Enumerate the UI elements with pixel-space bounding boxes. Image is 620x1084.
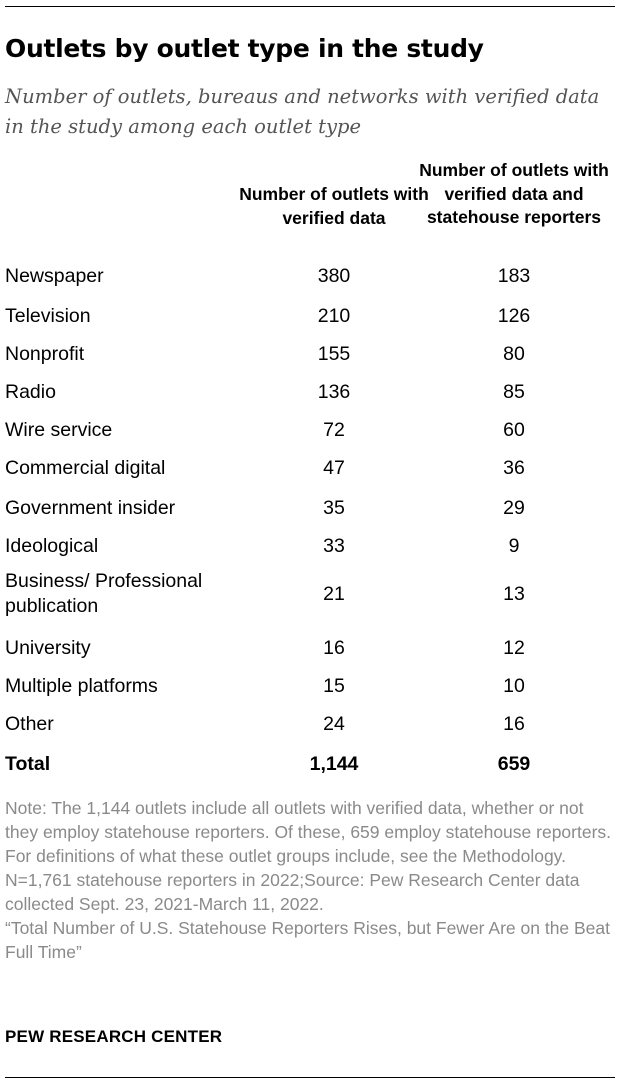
row-label: University (5, 636, 91, 659)
value-verified: 136 (317, 380, 351, 403)
row-label: Commercial digital (5, 456, 166, 479)
bottom-rule (5, 1077, 615, 1078)
total-verified-statehouse: 659 (497, 752, 531, 775)
row-label: Radio (5, 380, 56, 403)
table-row: Government insider 35 29 (0, 489, 620, 527)
value-verified: 380 (317, 264, 351, 287)
row-label: Government insider (5, 496, 176, 519)
table-row: Business/ Professional publication 21 13 (0, 566, 620, 622)
value-verified-statehouse: 80 (503, 342, 525, 365)
row-label: Business/ Professional publication (5, 570, 203, 617)
value-verified: 155 (317, 342, 351, 365)
value-verified: 21 (323, 582, 345, 605)
row-label: Television (5, 304, 91, 327)
value-verified-statehouse: 16 (503, 712, 525, 735)
value-verified-statehouse: 36 (503, 456, 525, 479)
total-verified: 1,144 (309, 752, 359, 775)
note-text: Note: The 1,144 outlets include all outl… (5, 798, 612, 866)
table-total-row: Total 1,144 659 (0, 745, 620, 783)
top-rule (5, 6, 615, 7)
column-header-verified-statehouse: Number of outlets with verified data and… (419, 160, 609, 227)
value-verified: 210 (317, 304, 351, 327)
total-label: Total (5, 752, 51, 775)
value-verified: 15 (323, 674, 345, 697)
value-verified: 47 (323, 456, 345, 479)
value-verified-statehouse: 13 (503, 582, 525, 605)
table-row: Other 24 16 (0, 705, 620, 743)
table-row: Wire service 72 60 (0, 411, 620, 449)
value-verified-statehouse: 60 (503, 418, 525, 441)
value-verified: 72 (323, 418, 345, 441)
brand-logo-text: PEW RESEARCH CENTER (5, 1027, 223, 1046)
chart-title: Outlets by outlet type in the study (5, 34, 484, 63)
column-header-verified: Number of outlets with verified data (239, 184, 429, 228)
value-verified-statehouse: 85 (503, 380, 525, 403)
table-row: Multiple platforms 15 10 (0, 667, 620, 705)
table-row: Ideological 33 9 (0, 527, 620, 565)
row-label: Newspaper (5, 264, 104, 287)
report-title-text: “Total Number of U.S. Statehouse Reporte… (5, 918, 611, 962)
value-verified-statehouse: 10 (503, 674, 525, 697)
value-verified-statehouse: 9 (508, 534, 520, 557)
notes-block: Note: The 1,144 outlets include all outl… (5, 796, 617, 964)
row-label: Wire service (5, 418, 113, 441)
source-text: N=1,761 statehouse reporters in 2022;Sou… (5, 870, 580, 914)
value-verified-statehouse: 12 (503, 636, 525, 659)
chart-subtitle: Number of outlets, bureaus and networks … (5, 85, 600, 138)
row-label: Other (5, 712, 54, 735)
value-verified-statehouse: 126 (497, 304, 531, 327)
value-verified: 24 (323, 712, 345, 735)
table-row: Newspaper 380 183 (0, 257, 620, 295)
row-label: Nonprofit (5, 342, 85, 365)
value-verified-statehouse: 29 (503, 496, 525, 519)
row-label: Multiple platforms (5, 674, 158, 697)
value-verified: 16 (323, 636, 345, 659)
table-row: Television 210 126 (0, 297, 620, 335)
value-verified: 35 (323, 496, 345, 519)
value-verified-statehouse: 183 (497, 264, 531, 287)
table-row: Radio 136 85 (0, 373, 620, 411)
value-verified: 33 (323, 534, 345, 557)
row-label: Ideological (5, 534, 99, 557)
table-row: Nonprofit 155 80 (0, 335, 620, 373)
table-row: Commercial digital 47 36 (0, 449, 620, 487)
table-row: University 16 12 (0, 629, 620, 667)
